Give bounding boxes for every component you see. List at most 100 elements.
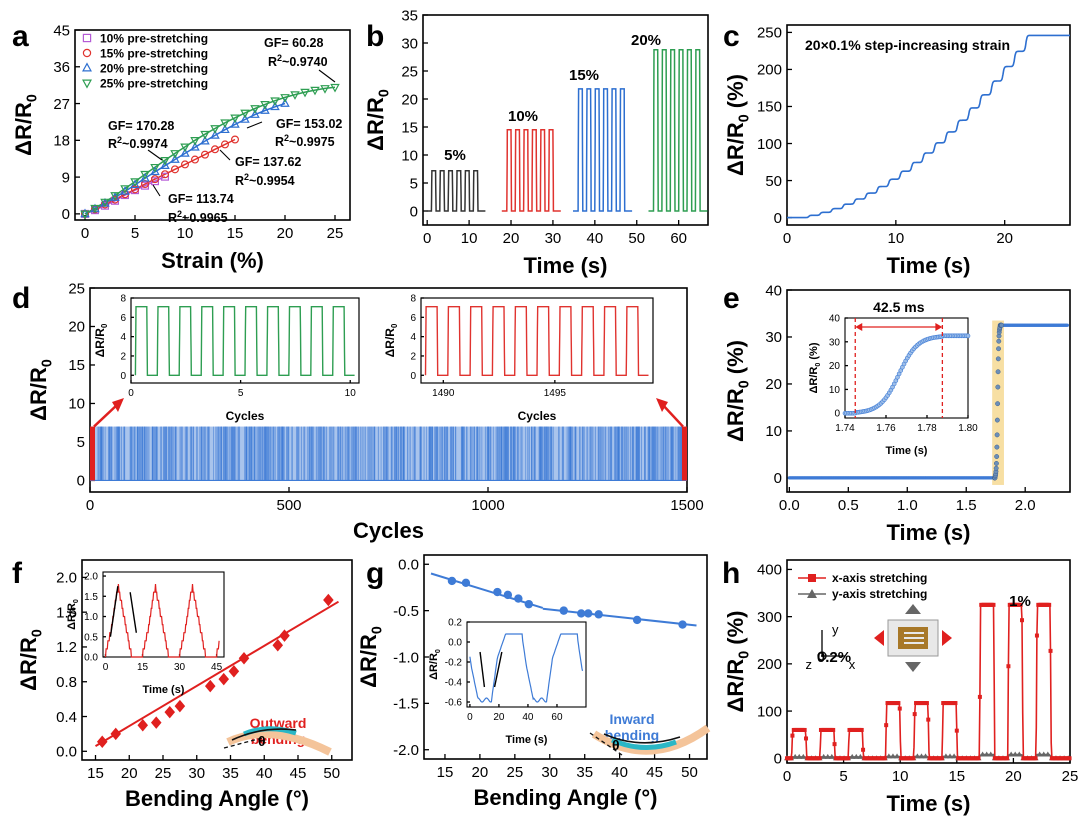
- data-point: [997, 339, 1001, 343]
- series-line: [426, 171, 485, 211]
- series-label: 10%: [508, 108, 538, 125]
- x-tick-label: 1.5: [956, 497, 977, 514]
- stretch-arrow-icon: [874, 630, 884, 646]
- series-line: [573, 89, 632, 211]
- y-tick-label: -2.0: [393, 742, 419, 759]
- data-point: [1066, 324, 1069, 327]
- y-tick-label: -0.4: [445, 678, 463, 689]
- data-point: [165, 707, 174, 718]
- x-tick-label: 20: [503, 230, 520, 247]
- chart-b: 0 10 20 30 40 50 6005101520253035Time (s)ΔR/R0…: [363, 7, 708, 278]
- bending-label: Inward: [609, 711, 654, 727]
- y-tick-label: 0.0: [448, 638, 462, 649]
- y-tick-label: -0.2: [445, 658, 463, 669]
- x-axis-label: Cycles: [518, 409, 557, 423]
- inset-point: [966, 334, 970, 338]
- y-tick-label: 1.2: [56, 639, 77, 656]
- y-tick-label: 45: [53, 22, 70, 39]
- data-point: [789, 756, 793, 760]
- y-tick-label: 18: [53, 133, 70, 150]
- y-tick-label: 2.0: [56, 570, 77, 587]
- y-tick-label: 400: [757, 562, 782, 579]
- x-tick-label: 500: [276, 497, 301, 514]
- y-tick-label: 2: [410, 351, 416, 362]
- legend-entry: x-axis stretching: [832, 571, 927, 585]
- x-tick-label: 0: [86, 497, 94, 514]
- y-tick-label: 4: [120, 332, 126, 343]
- x-tick-label: 1.78: [917, 423, 937, 434]
- data-point: [98, 736, 107, 747]
- data-point: [462, 579, 470, 587]
- data-point: [175, 701, 184, 712]
- x-tick-label: 40: [611, 764, 628, 781]
- x-tick-label: 15: [227, 225, 244, 242]
- data-point: [911, 756, 915, 760]
- series-label: 20%: [631, 32, 661, 49]
- gf-annotation: GF= 137.62: [235, 155, 301, 169]
- data-point: [994, 461, 998, 465]
- data-point: [1047, 603, 1051, 607]
- y-axis-label: ΔR/R0 (%): [808, 342, 822, 393]
- y-tick-label: 50: [765, 173, 782, 190]
- data-point: [803, 728, 807, 732]
- data-point: [846, 756, 850, 760]
- y-tick-label: 250: [757, 25, 782, 42]
- legend-entry: 20% pre-stretching: [100, 62, 208, 76]
- zoom-arrow: [94, 404, 118, 427]
- data-point: [111, 728, 120, 739]
- axes-frame: [787, 25, 1070, 225]
- data-point: [994, 454, 998, 458]
- inset-line: [135, 307, 354, 376]
- x-tick-label: 0: [783, 230, 791, 247]
- data-point: [818, 756, 822, 760]
- x-tick-label: 20: [472, 764, 489, 781]
- group-label: 1%: [1009, 593, 1031, 610]
- x-tick-label: 1.0: [897, 497, 918, 514]
- x-tick-label: 20: [996, 230, 1013, 247]
- y-tick-label: 5: [410, 175, 418, 192]
- y-tick-label: 1.5: [84, 592, 98, 603]
- x-tick-label: 15: [948, 768, 965, 785]
- x-tick-label: 1000: [471, 497, 504, 514]
- x-tick-label: 20: [1005, 768, 1022, 785]
- x-tick-label: 1500: [670, 497, 703, 514]
- x-tick-label: 35: [222, 765, 239, 782]
- series-line: [502, 130, 561, 211]
- x-axis-label: Time (s): [143, 684, 185, 696]
- x-axis-label: Cycles: [353, 518, 424, 543]
- x-tick-label: 30: [541, 764, 558, 781]
- y-tick-label: 10: [68, 396, 85, 413]
- y-tick-label: 0.4: [56, 709, 77, 726]
- y-axis-label: ΔR/R0: [363, 89, 393, 151]
- chart-f: 15 20 25 30 35 40 45 500.00.40.81.21.62.0Bendin…: [16, 560, 352, 811]
- y-tick-label: 200: [757, 656, 782, 673]
- y-tick-label: 40: [829, 314, 841, 325]
- angle-symbol: θ: [612, 737, 620, 753]
- y-axis-label: ΔR/R0 (%): [723, 611, 753, 713]
- data-point: [995, 401, 999, 405]
- data-point: [584, 609, 592, 617]
- y-tick-label: 36: [53, 59, 70, 76]
- y-tick-label: 2: [120, 351, 126, 362]
- y-tick-label: 0: [774, 470, 782, 487]
- x-axis-label: Time (s): [524, 253, 608, 278]
- annotation-arrow: [220, 150, 230, 160]
- annotation-arrow: [153, 185, 160, 196]
- series-line: [649, 50, 708, 211]
- x-axis-label: Bending Angle (°): [125, 786, 309, 811]
- data-point: [273, 640, 282, 651]
- x-tick-label: 1495: [544, 388, 567, 399]
- axis-letter: y: [832, 622, 839, 637]
- y-tick-label: 0.8: [56, 674, 77, 691]
- y-tick-label: 8: [120, 294, 126, 305]
- data-point: [804, 736, 808, 740]
- inset-e: 1.74 1.76 1.78 1.80010203040Time (s)ΔR/R0 (…: [808, 299, 978, 457]
- x-tick-label: 40: [586, 230, 603, 247]
- y-tick-label: 40: [765, 282, 782, 299]
- y-tick-label: 0: [62, 206, 70, 223]
- x-tick-label: 1490: [432, 388, 455, 399]
- x-tick-label: 40: [522, 712, 534, 723]
- x-tick-label: 45: [646, 764, 663, 781]
- x-tick-label: 60: [670, 230, 687, 247]
- data-point: [448, 577, 456, 585]
